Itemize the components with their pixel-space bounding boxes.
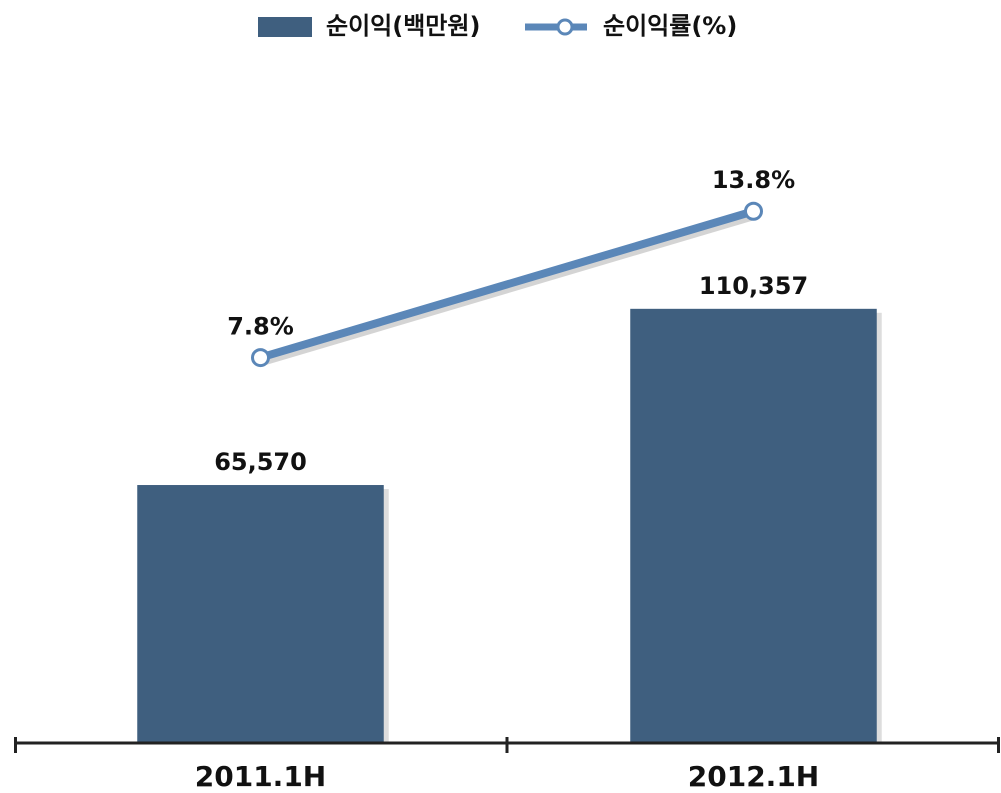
bar bbox=[137, 485, 384, 743]
data-label: 7.8% bbox=[227, 313, 294, 341]
x-tick-label: 2012.1H bbox=[688, 760, 819, 793]
data-label: 13.8% bbox=[712, 166, 795, 194]
x-tick-label: 2011.1H bbox=[195, 760, 326, 793]
line-marker bbox=[744, 201, 763, 221]
bar bbox=[630, 308, 877, 743]
line bbox=[259, 207, 755, 362]
legend-label: 순이익(백만원) bbox=[326, 12, 480, 40]
line-marker bbox=[251, 348, 270, 368]
data-label: 65,570 bbox=[214, 448, 307, 476]
line-shadow bbox=[262, 211, 758, 366]
data-label: 110,357 bbox=[699, 272, 808, 300]
legend-label: 순이익률(%) bbox=[603, 12, 737, 40]
legend-swatch bbox=[258, 17, 312, 37]
legend-swatch-marker bbox=[556, 18, 574, 36]
